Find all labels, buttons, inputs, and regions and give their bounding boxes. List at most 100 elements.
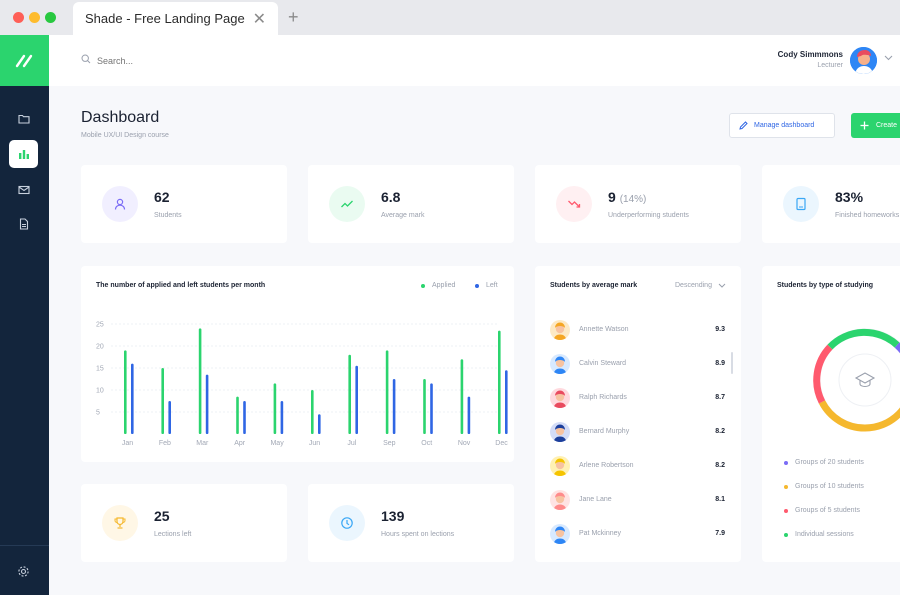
legend-dot <box>475 283 479 288</box>
legend-label: Left <box>486 282 498 289</box>
sidebar-item-statistics[interactable] <box>9 140 38 168</box>
stat-icon-wrap <box>102 186 138 222</box>
stat-label: Average mark <box>381 212 425 219</box>
sidebar-item-documents[interactable] <box>9 210 38 238</box>
pencil-icon <box>739 121 748 130</box>
avatar <box>550 524 570 544</box>
trophy-icon <box>114 517 126 529</box>
user-icon <box>114 198 126 210</box>
y-tick-label: 5 <box>96 410 100 417</box>
legend-applied[interactable]: Applied <box>421 282 455 289</box>
stat-card-students: 62 Students <box>81 165 287 243</box>
x-tick-label: Oct <box>421 440 432 447</box>
tab-close-icon[interactable]: ✕ <box>252 11 266 28</box>
avatar-icon <box>850 47 877 74</box>
x-tick-label: Mar <box>196 440 209 447</box>
student-mark: 8.7 <box>715 394 725 401</box>
avatar[interactable] <box>850 47 877 74</box>
search-icon <box>81 54 91 64</box>
bar-left-dec <box>505 370 508 434</box>
y-tick-label: 25 <box>96 322 104 329</box>
list-item[interactable]: Bernard Murphy 8.2 <box>550 422 725 442</box>
legend-dot <box>784 508 788 513</box>
type-legend-item[interactable]: Groups of 10 students <box>784 483 864 490</box>
logo[interactable] <box>0 35 49 86</box>
x-tick-label: Jun <box>309 440 320 447</box>
top-header: Cody Simmmons Lecturer <box>49 35 900 86</box>
user-role: Lecturer <box>817 62 843 69</box>
mail-icon <box>17 185 30 195</box>
list-item[interactable]: Ralph Richards 8.7 <box>550 388 725 408</box>
bar-applied-apr <box>236 396 239 434</box>
avatar-icon <box>553 322 567 340</box>
create-button[interactable]: Create <box>851 113 900 138</box>
bar-applied-mar <box>198 328 202 434</box>
student-mark: 8.1 <box>715 496 725 503</box>
bar-chart: 5 10 15 20 25 Jan Feb Mar Apr May Jun Jul Sep Oct Nov D… <box>96 322 508 448</box>
student-name: Arlene Robertson <box>579 462 634 469</box>
student-mark: 8.2 <box>715 428 725 435</box>
legend-label: Groups of 20 students <box>795 459 864 466</box>
x-tick-label: Feb <box>159 440 171 447</box>
legend-label: Groups of 10 students <box>795 483 864 490</box>
list-item[interactable]: Jane Lane 8.1 <box>550 490 725 510</box>
stat-value: 83% <box>835 189 864 205</box>
y-tick-label: 10 <box>96 388 104 395</box>
list-item[interactable]: Annette Watson 9.3 <box>550 320 725 340</box>
manage-dashboard-button[interactable]: Manage dashboard <box>729 113 835 138</box>
stat-card-lections-left: 25 Lections left <box>81 484 287 562</box>
bar-left-sep <box>392 379 396 434</box>
students-by-type-card: Students by type of studying Groups of 2… <box>762 266 900 562</box>
x-tick-label: Sep <box>383 440 396 447</box>
bar-left-apr <box>243 401 246 434</box>
type-legend-item[interactable]: Individual sessions <box>784 531 854 538</box>
sidebar <box>0 35 49 595</box>
chart-title: The number of applied and left students … <box>96 282 266 289</box>
search-input[interactable] <box>97 53 297 68</box>
legend-left[interactable]: Left <box>475 282 498 289</box>
close-window-button[interactable] <box>13 12 24 23</box>
avatar <box>550 456 570 476</box>
legend-dot <box>784 460 788 465</box>
x-tick-label: May <box>270 440 284 447</box>
bar-applied-may <box>273 383 277 434</box>
stat-extra: (14%) <box>619 194 647 205</box>
chevron-down-icon[interactable] <box>884 55 893 61</box>
legend-dot <box>421 283 425 288</box>
bar-applied-jun <box>311 390 314 434</box>
list-item[interactable]: Arlene Robertson 8.2 <box>550 456 725 476</box>
list-item[interactable]: Pat Mckinney 7.9 <box>550 524 725 544</box>
y-tick-label: 20 <box>96 344 104 351</box>
browser-tab[interactable]: Shade - Free Landing Page ✕ <box>73 2 278 35</box>
bar-applied-jul <box>348 354 351 434</box>
legend-label: Individual sessions <box>795 531 854 538</box>
stat-icon-wrap <box>329 505 365 541</box>
minimize-window-button[interactable] <box>29 12 40 23</box>
type-legend-item[interactable]: Groups of 20 students <box>784 459 864 466</box>
page-subtitle: Mobile UX/UI Design course <box>81 132 169 139</box>
stat-label: Students <box>154 212 182 219</box>
sidebar-item-messages[interactable] <box>9 176 38 204</box>
maximize-window-button[interactable] <box>45 12 56 23</box>
list-item[interactable]: Calvin Steward 8.9 <box>550 354 725 374</box>
create-label: Create <box>876 122 898 129</box>
student-name: Calvin Steward <box>579 360 627 367</box>
sidebar-item-folder[interactable] <box>9 105 38 133</box>
sidebar-divider <box>0 545 49 546</box>
type-legend-item[interactable]: Groups of 5 students <box>784 507 860 514</box>
bar-applied-sep <box>385 350 389 434</box>
stat-icon-wrap <box>329 186 365 222</box>
bar-left-nov <box>467 396 471 434</box>
bar-left-may <box>280 401 284 434</box>
students-by-mark-title: Students by average mark <box>550 282 638 289</box>
new-tab-button[interactable]: + <box>288 7 299 27</box>
student-mark: 8.9 <box>715 360 725 367</box>
sort-dropdown[interactable]: Descending <box>675 282 726 289</box>
avatar-icon <box>553 492 567 510</box>
student-name: Ralph Richards <box>579 394 627 401</box>
scrollbar[interactable] <box>731 352 733 374</box>
donut-segment-groups-20 <box>894 342 900 354</box>
trend-down-icon <box>568 200 581 208</box>
sidebar-item-settings[interactable] <box>9 557 38 585</box>
avatar-icon <box>553 356 567 374</box>
